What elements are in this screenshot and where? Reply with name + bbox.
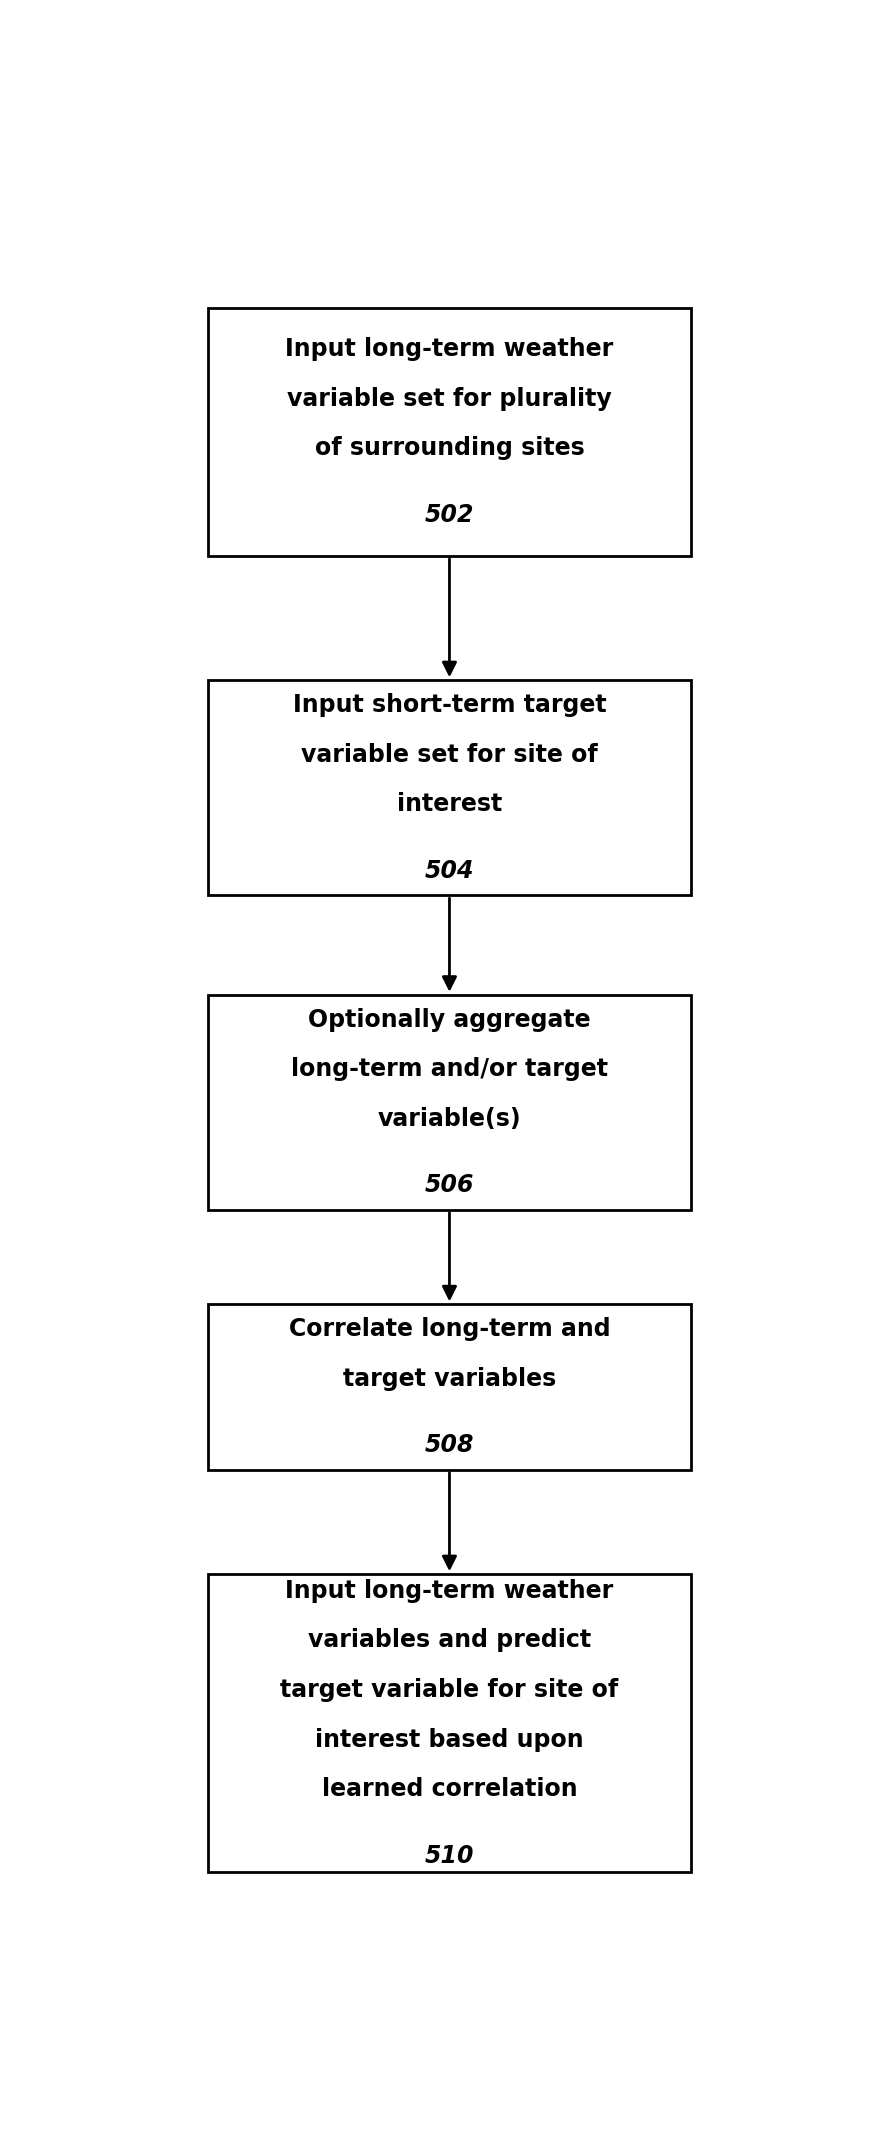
Text: 510: 510	[424, 1843, 474, 1868]
Text: 506: 506	[424, 1174, 474, 1198]
Text: variable(s): variable(s)	[378, 1107, 521, 1131]
Text: Correlate long-term and: Correlate long-term and	[289, 1318, 610, 1342]
Text: 504: 504	[424, 858, 474, 881]
Bar	[208, 995, 691, 1210]
Bar	[208, 1574, 691, 1873]
Text: Input short-term target: Input short-term target	[293, 692, 606, 716]
Bar	[208, 1305, 691, 1471]
Text: interest: interest	[396, 793, 503, 817]
Text: variable set for plurality: variable set for plurality	[287, 387, 612, 411]
Bar	[208, 679, 691, 894]
Text: long-term and/or target: long-term and/or target	[291, 1058, 608, 1081]
Text: 502: 502	[424, 503, 474, 527]
Text: of surrounding sites: of surrounding sites	[315, 436, 584, 460]
Text: Input long-term weather: Input long-term weather	[285, 338, 614, 361]
Text: interest based upon: interest based upon	[315, 1729, 584, 1752]
Bar	[208, 307, 691, 557]
Text: variables and predict: variables and predict	[308, 1628, 591, 1653]
Text: Input long-term weather: Input long-term weather	[285, 1578, 614, 1602]
Text: learned correlation: learned correlation	[322, 1778, 577, 1802]
Text: target variable for site of: target variable for site of	[281, 1677, 618, 1703]
Text: target variables: target variables	[343, 1367, 556, 1391]
Text: 508: 508	[424, 1434, 474, 1458]
Text: variable set for site of: variable set for site of	[301, 742, 598, 768]
Text: Optionally aggregate: Optionally aggregate	[308, 1008, 591, 1032]
